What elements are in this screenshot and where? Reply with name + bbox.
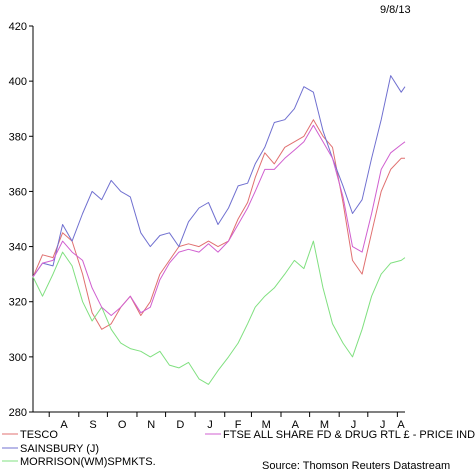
- y-tick-label: 340: [9, 242, 27, 254]
- series-line-1: [32, 75, 406, 278]
- x-tick-label: M: [320, 419, 329, 431]
- y-tick-label: 360: [9, 186, 27, 198]
- series-line-2: [32, 240, 406, 385]
- x-tick-label: J: [351, 419, 357, 431]
- legend-label: TESCO: [20, 429, 58, 441]
- legend-label: SAINSBURY (J): [20, 443, 99, 455]
- x-tick-label: J: [207, 419, 213, 431]
- y-tick-label: 280: [9, 407, 27, 419]
- x-tick-label: A: [397, 419, 405, 431]
- y-tick-label: 400: [9, 76, 27, 88]
- x-tick-label: A: [60, 419, 68, 431]
- legend-label: FTSE ALL SHARE FD & DRUG RTL £ - PRICE I…: [223, 429, 475, 441]
- chart-legend: TESCO SAINSBURY (J)MORRISON(WM)SPMKTS. FTS…: [2, 429, 475, 468]
- x-tick-label: S: [89, 419, 96, 431]
- chart-series: [32, 75, 406, 385]
- series-line-0: [32, 119, 405, 330]
- source-note: Source: Thomson Reuters Datastream: [262, 460, 450, 472]
- x-tick-label: A: [292, 419, 300, 431]
- x-tick-label: D: [176, 419, 184, 431]
- y-tick-label: 420: [9, 21, 27, 33]
- x-tick-label: O: [118, 419, 127, 431]
- x-tick-label: F: [235, 419, 242, 431]
- x-tick-label: J: [380, 419, 386, 431]
- y-tick-label: 320: [9, 297, 27, 309]
- y-tick-label: 300: [9, 352, 27, 364]
- date-stamp: 9/8/13: [380, 4, 411, 16]
- legend-label: MORRISON(WM)SPMKTS.: [20, 456, 156, 468]
- x-tick-label: N: [147, 419, 155, 431]
- series-line-3: [32, 124, 406, 316]
- y-tick-label: 380: [9, 131, 27, 143]
- x-tick-label: M: [262, 419, 271, 431]
